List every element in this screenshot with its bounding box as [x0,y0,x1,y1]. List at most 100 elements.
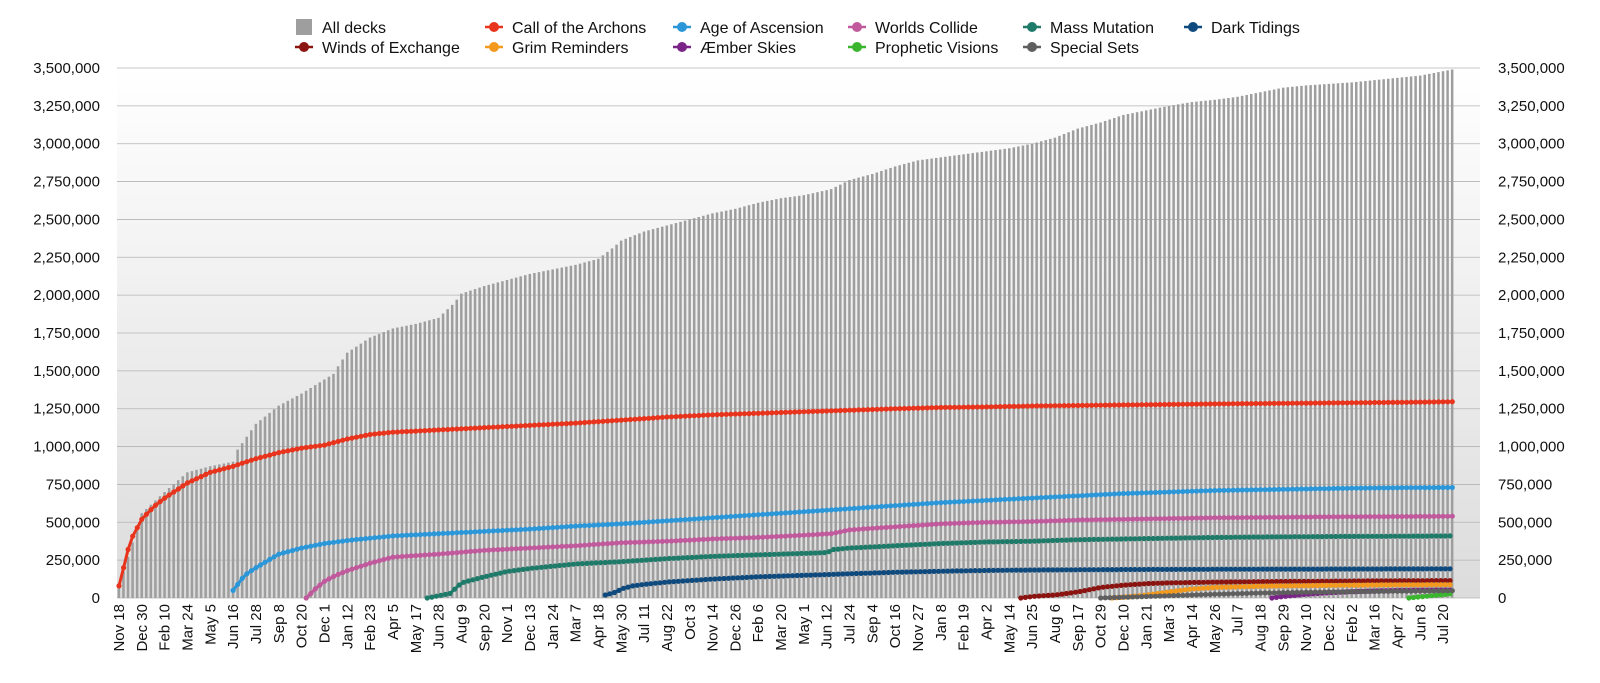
bar-all-decks [1181,103,1185,598]
series-point-call-of-the-archons [787,409,793,415]
series-point-age-of-ascension [449,530,455,536]
series-point-dark-tidings [726,575,732,581]
series-point-age-of-ascension [559,524,565,530]
series-point-call-of-the-archons [239,460,245,466]
series-point-call-of-the-archons [481,425,487,431]
series-point-winds-of-exchange [1114,583,1120,589]
bar-all-decks [592,260,595,598]
series-point-age-of-ascension [1057,494,1063,500]
series-point-age-of-ascension [372,535,378,541]
series-point-call-of-the-archons [340,437,346,443]
series-point-worlds-collide [673,538,679,544]
series-point-age-of-ascension [1011,496,1017,502]
series-point-worlds-collide [1084,517,1090,523]
series-point-special-sets [1230,591,1236,597]
series-point-age-of-ascension [436,531,442,537]
series-point-call-of-the-archons [883,406,889,412]
bar-all-decks [1336,83,1340,599]
series-point-call-of-the-archons [1061,403,1067,409]
series-point-call-of-the-archons [499,424,506,430]
series-point-call-of-the-archons [1134,402,1140,408]
series-point-dark-tidings [999,567,1006,573]
series-point-mass-mutation [716,553,723,559]
x-tick-label: May 1 [796,604,813,645]
series-point-call-of-the-archons [700,412,707,418]
bar-all-decks [1428,73,1431,599]
series-point-winds-of-exchange [1073,589,1079,595]
series-point-age-of-ascension [687,516,693,522]
series-point-call-of-the-archons [874,406,880,412]
series-point-dark-tidings [1292,566,1298,572]
series-point-age-of-ascension [678,517,684,523]
series-point-grim-reminders [1232,584,1238,590]
series-point-age-of-ascension [1203,488,1209,494]
series-point-winds-of-exchange [1146,580,1152,587]
series-point-dark-tidings [936,568,942,574]
series-point-mass-mutation [1241,534,1248,540]
bar-all-decks [802,195,806,598]
bar-all-decks [1199,101,1203,598]
series-point-mass-mutation [1073,537,1079,543]
series-point-mass-mutation [1150,535,1156,542]
series-point-mass-mutation [922,541,928,547]
series-point-worlds-collide [751,535,757,541]
series-point-dark-tidings [876,570,882,576]
bar-all-decks [989,150,993,598]
series-point-call-of-the-archons [1107,402,1113,408]
bar-all-decks [1309,85,1312,599]
series-point-age-of-ascension [627,520,634,526]
series-point-call-of-the-archons [541,422,547,428]
series-point-dark-tidings [890,569,896,575]
series-point-worlds-collide [1394,513,1401,520]
series-point-age-of-ascension [1449,484,1455,491]
series-point-worlds-collide [1372,514,1378,520]
series-point-worlds-collide [961,520,967,526]
series-point-call-of-the-archons [1162,401,1168,408]
x-tick-label: Aug 9 [453,604,470,643]
series-point-grim-reminders [1410,582,1417,588]
series-point-call-of-the-archons [1084,402,1090,408]
series-point-grim-reminders [1397,582,1403,588]
series-point-worlds-collide [874,525,880,531]
series-point-dark-tidings [1305,566,1311,572]
series-point-winds-of-exchange [1278,578,1284,585]
series-point-special-sets [1408,588,1414,594]
series-point-worlds-collide [426,552,433,558]
bar-all-decks [218,464,221,598]
series-point-grim-reminders [1214,584,1220,590]
series-point-dark-tidings [735,575,741,581]
series-point-grim-reminders [1168,589,1175,595]
bar-all-decks [665,225,669,599]
series-point-call-of-the-archons [577,420,583,426]
series-point-age-of-ascension [326,540,332,546]
legend-label: Worlds Collide [875,20,978,37]
series-point-age-of-ascension [545,525,551,531]
bar-all-decks [939,157,943,598]
bar-all-decks [154,500,157,598]
series-point-special-sets [1162,593,1168,599]
bar-all-decks [871,174,874,598]
series-point-age-of-ascension [358,536,364,542]
series-point-worlds-collide [1349,514,1355,520]
series-point-dark-tidings [1365,566,1371,572]
series-point-mass-mutation [1214,534,1220,541]
series-point-dark-tidings [1210,566,1216,572]
series-point-mass-mutation [1146,535,1152,542]
series-point-dark-tidings [1182,566,1188,572]
series-point-dark-tidings [675,578,681,584]
y-tick-label-right: 3,000,000 [1498,136,1565,153]
series-point-call-of-the-archons [125,546,131,553]
series-point-age-of-ascension [1075,493,1081,499]
x-tick-label: Mar 20 [773,604,790,651]
series-point-special-sets [1216,591,1222,597]
series-point-worlds-collide [1317,514,1323,520]
series-point-worlds-collide [691,537,697,543]
series-point-call-of-the-archons [910,405,917,411]
x-tick-label: Nov 18 [111,604,128,652]
series-point-age-of-ascension [522,526,529,532]
series-point-dark-tidings [1278,566,1284,572]
series-point-age-of-ascension [230,587,236,594]
series-point-call-of-the-archons [1139,402,1145,408]
series-point-dark-tidings [1228,566,1234,572]
series-point-dark-tidings [1082,567,1088,573]
